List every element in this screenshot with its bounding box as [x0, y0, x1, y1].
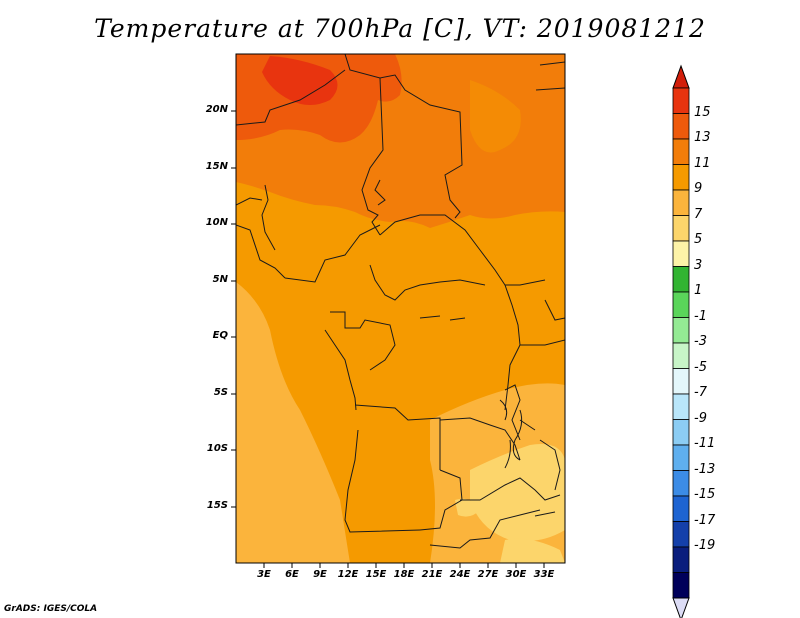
lon-label-24e: 24E: [449, 569, 471, 580]
colorbar-segment: [672, 138, 690, 165]
colorbar-label: 3: [694, 257, 703, 273]
colorbar-label: -3: [694, 334, 707, 349]
colorbar: [672, 64, 690, 618]
colorbar-segment: [672, 113, 690, 140]
colorbar-segment: [672, 495, 690, 522]
colorbar-label: -13: [694, 461, 716, 477]
colorbar-segment: [672, 164, 690, 191]
colorbar-segment: [672, 368, 690, 395]
colorbar-segment: [672, 393, 690, 420]
colorbar-bottom-triangle: [672, 597, 690, 618]
lat-label-5n: 5N: [212, 274, 228, 285]
lon-label-18e: 18E: [393, 569, 415, 580]
lon-label-21e: 21E: [421, 569, 443, 580]
lat-label-5s: 5S: [213, 387, 228, 398]
lon-label-27e: 27E: [477, 569, 499, 580]
lon-label-15e: 15E: [365, 569, 387, 580]
colorbar-segment: [672, 444, 690, 471]
colorbar-segment: [672, 317, 690, 344]
colorbar-label: 5: [694, 232, 703, 247]
colorbar-label: -17: [694, 512, 716, 528]
colorbar-segment: [672, 189, 690, 216]
lon-label-9e: 9E: [313, 569, 327, 580]
colorbar-segment: [672, 419, 690, 446]
colorbar-label: 7: [694, 206, 703, 222]
country-borders: [236, 54, 565, 549]
lat-label-20n: 20N: [205, 104, 228, 115]
colorbar-segment: [672, 521, 690, 548]
colorbar-segment: [672, 546, 690, 573]
lat-label-eq: EQ: [212, 330, 228, 341]
colorbar-label: -15: [694, 487, 716, 502]
lat-ticks: [231, 110, 236, 508]
map-frame: [235, 53, 566, 564]
colorbar-segment: [672, 215, 690, 242]
colorbar-segment: [672, 572, 690, 599]
lat-label-15n: 15N: [205, 161, 228, 172]
lat-label-15s: 15S: [206, 500, 228, 511]
colorbar-label: 13: [694, 130, 711, 145]
colorbar-segment: [672, 266, 690, 293]
colorbar-label: -7: [694, 385, 707, 400]
lat-label-10n: 10N: [205, 217, 228, 228]
lat-label-10s: 10S: [206, 443, 228, 454]
lon-ticks: [263, 563, 545, 568]
colorbar-label: -5: [694, 359, 707, 375]
lon-label-3e: 3E: [257, 569, 271, 580]
lon-label-6e: 6E: [285, 569, 299, 580]
colorbar-segment: [672, 342, 690, 369]
colorbar-label: 9: [694, 181, 703, 196]
colorbar-label: -19: [694, 538, 716, 553]
colorbar-segment: [672, 87, 690, 114]
colorbar-segment: [672, 291, 690, 318]
colorbar-label: 1: [694, 283, 703, 298]
colorbar-label: -11: [694, 436, 716, 451]
lon-label-30e: 30E: [505, 569, 527, 580]
colorbar-segment: [672, 240, 690, 267]
colorbar-label: 15: [694, 104, 711, 120]
colorbar-label: -1: [694, 308, 707, 324]
map-title: Temperature at 700hPa [C], VT: 201908121…: [94, 14, 706, 43]
colorbar-label: 11: [694, 155, 711, 171]
lon-label-33e: 33E: [533, 569, 555, 580]
lon-label-12e: 12E: [337, 569, 359, 580]
colorbar-top-triangle: [672, 64, 690, 89]
footer-credit: GrADS: IGES/COLA: [4, 604, 98, 614]
colorbar-label: -9: [694, 410, 707, 426]
colorbar-segment: [672, 470, 690, 497]
temperature-fill: [236, 54, 565, 563]
